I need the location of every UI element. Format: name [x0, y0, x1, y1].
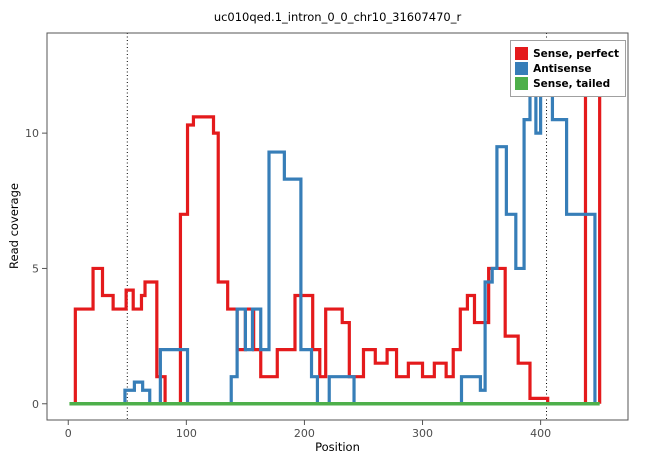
- y-tick-label: 0: [32, 398, 39, 411]
- chart-title: uc010qed.1_intron_0_0_chr10_31607470_r: [213, 10, 462, 24]
- y-tick-label: 5: [32, 262, 39, 275]
- x-tick-label: 0: [65, 427, 72, 440]
- series-line-antisense: [70, 85, 597, 406]
- legend-label: Antisense: [533, 62, 592, 75]
- y-axis-label: Read coverage: [7, 183, 21, 269]
- plot-border: [46, 32, 629, 421]
- x-tick-label: 200: [294, 427, 315, 440]
- legend-swatch-icon: [515, 77, 529, 90]
- legend-swatch-icon: [515, 47, 529, 60]
- legend-item: Antisense: [515, 62, 619, 75]
- legend-item: Sense, tailed: [515, 77, 619, 90]
- legend-label: Sense, tailed: [533, 77, 611, 90]
- series-line-sense-perfect: [70, 90, 602, 406]
- legend-label: Sense, perfect: [533, 47, 619, 60]
- x-axis-label: Position: [315, 440, 360, 454]
- x-tick-label: 100: [176, 427, 197, 440]
- legend-item: Sense, perfect: [515, 47, 619, 60]
- x-tick-label: 300: [412, 427, 433, 440]
- x-tick-label: 400: [530, 427, 551, 440]
- y-tick-label: 10: [25, 127, 39, 140]
- legend-swatch-icon: [515, 62, 529, 75]
- legend: Sense, perfect Antisense Sense, tailed: [510, 40, 626, 97]
